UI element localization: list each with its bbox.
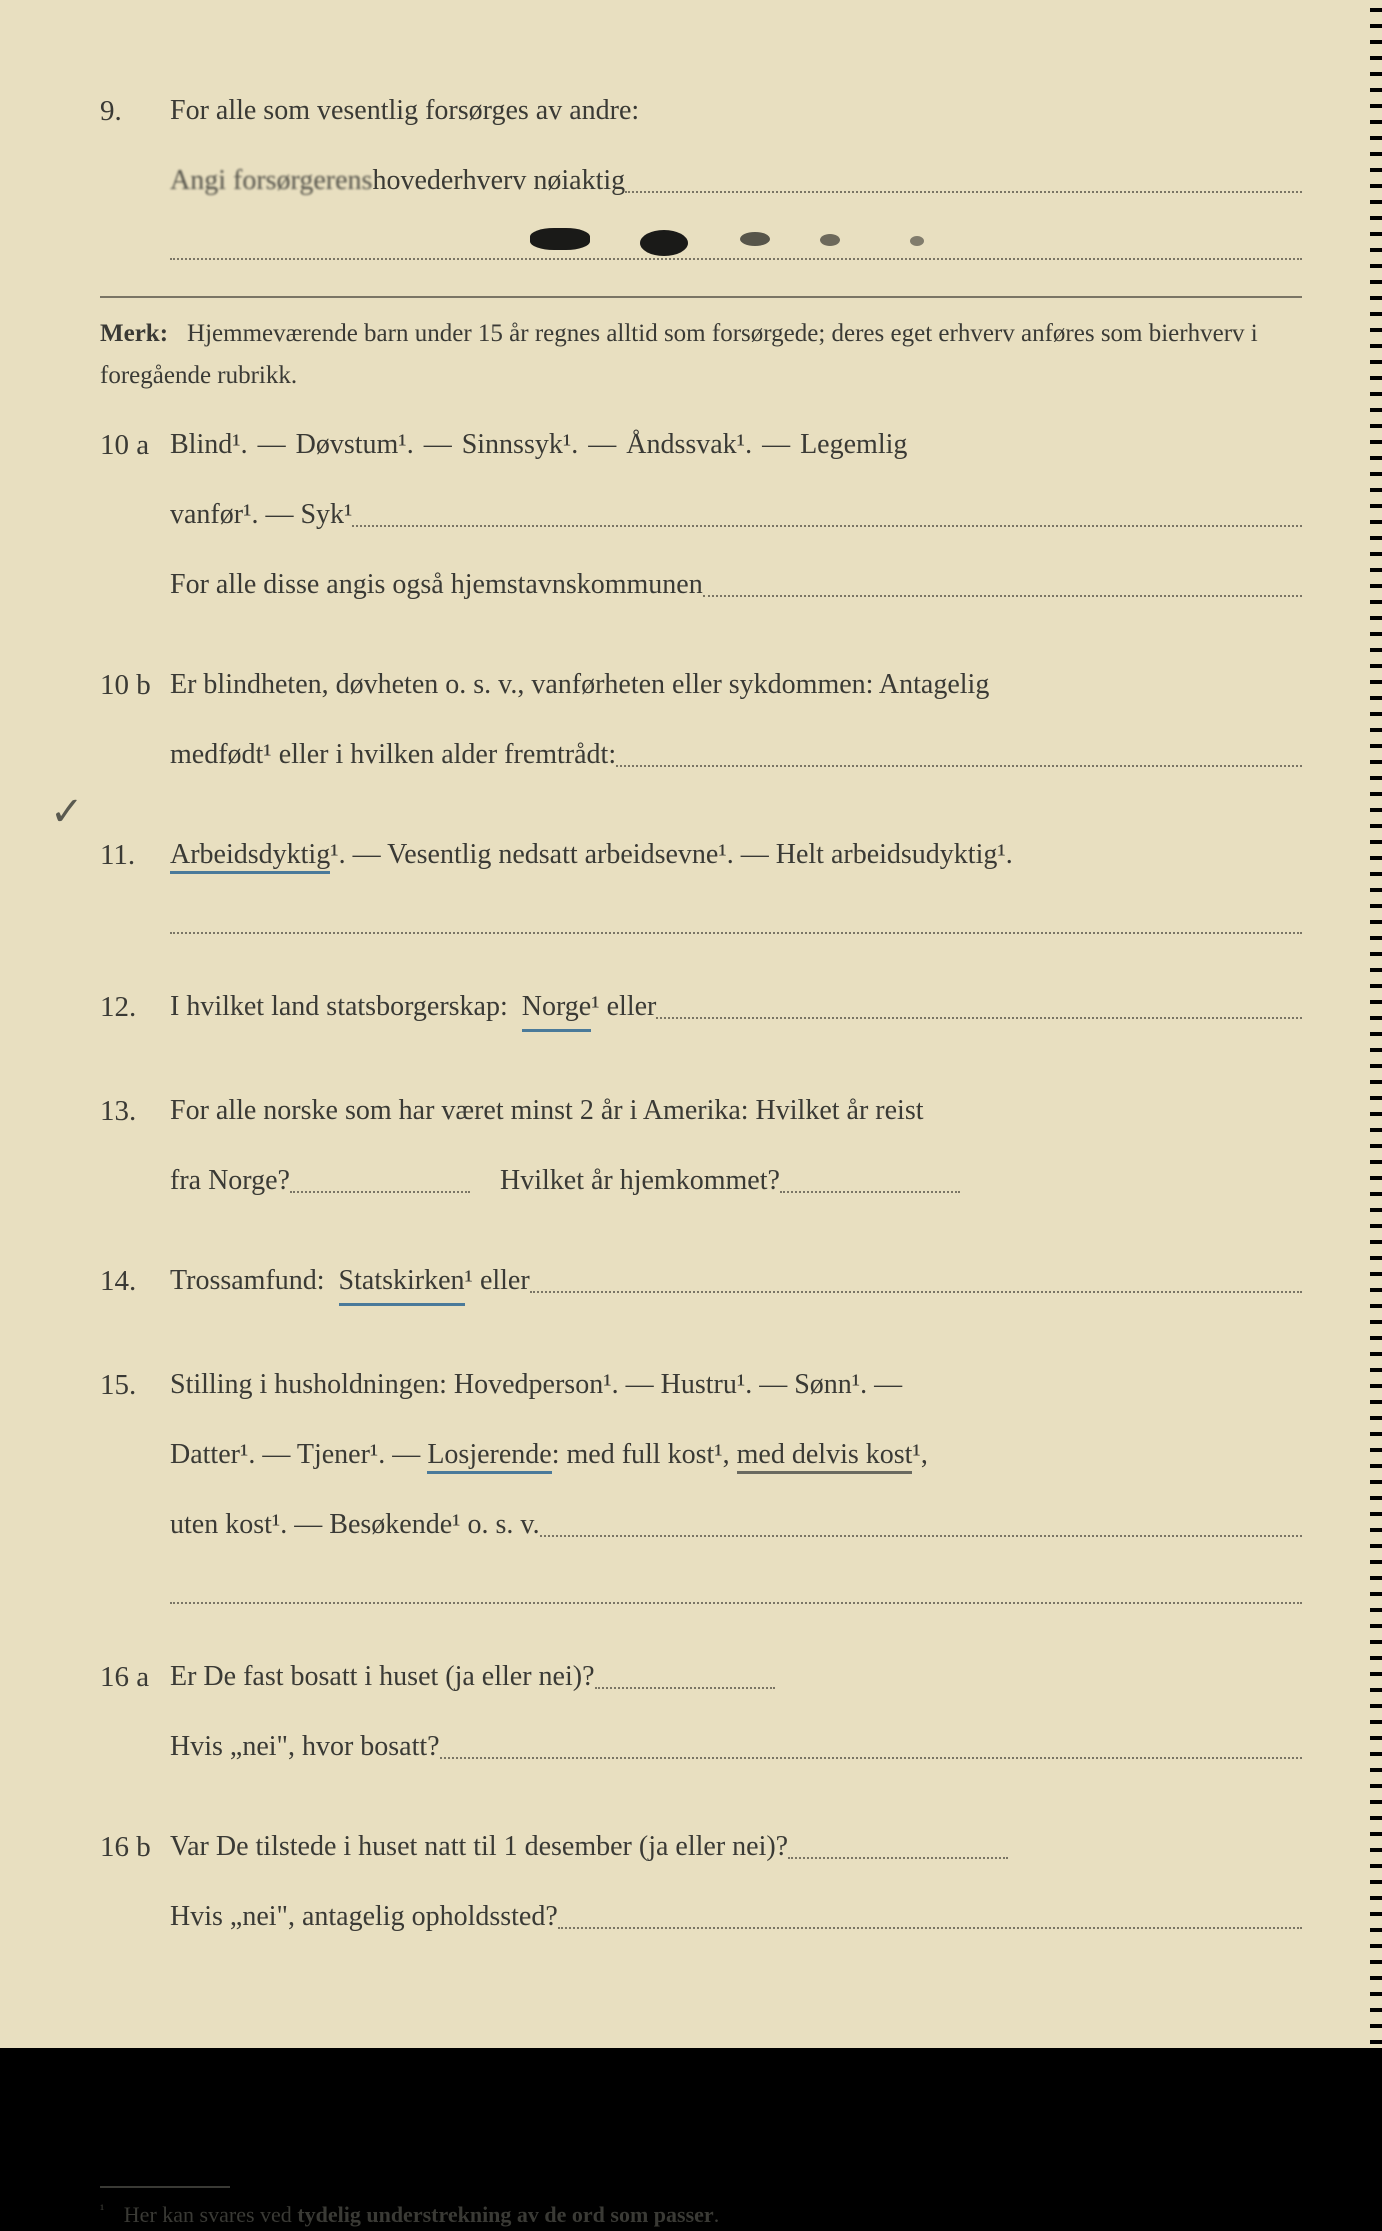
fill-line bbox=[788, 1826, 1008, 1859]
merk-note: Merk: Hjemmeværende barn under 15 år reg… bbox=[100, 296, 1302, 396]
q16b-line1: Var De tilstede i huset natt til 1 desem… bbox=[170, 1826, 788, 1868]
ink-blot bbox=[740, 232, 770, 246]
q16a-body: Er De fast bosatt i huset (ja eller nei)… bbox=[170, 1656, 1302, 1796]
q10a-line3: For alle disse angis også hjemstavnskomm… bbox=[170, 564, 1302, 606]
q11-number: 11. bbox=[100, 834, 170, 878]
q9-line1: For alle som vesentlig forsørges av andr… bbox=[170, 90, 1302, 132]
q14-number: 14. bbox=[100, 1260, 170, 1304]
q11-answer-underlined: Arbeidsdyktig bbox=[170, 839, 330, 874]
merk-label: Merk: bbox=[100, 320, 168, 347]
ink-blot bbox=[640, 230, 688, 256]
question-10b: 10 b Er blindheten, døvheten o. s. v., v… bbox=[100, 664, 1302, 804]
question-13: 13. For alle norske som har været minst … bbox=[100, 1090, 1302, 1230]
q13-line1: For alle norske som har været minst 2 år… bbox=[170, 1090, 1302, 1132]
q9-body: For alle som vesentlig forsørges av andr… bbox=[170, 90, 1302, 266]
q10b-line2: medfødt¹ eller i hvilken alder fremtrådt… bbox=[170, 734, 1302, 776]
q11-rest: ¹. — Vesentlig nedsatt arbeidsevne¹. — H… bbox=[330, 839, 1013, 870]
q16a-number: 16 a bbox=[100, 1656, 170, 1700]
q9-smudged-text: Angi forsørgerens bbox=[170, 160, 372, 202]
ink-blot bbox=[530, 228, 590, 250]
q11-body: Arbeidsdyktig¹. — Vesentlig nedsatt arbe… bbox=[170, 834, 1302, 956]
q10a-line2: vanfør¹. — Syk¹ bbox=[170, 494, 1302, 536]
fill-line bbox=[170, 1574, 1302, 1604]
fill-line bbox=[780, 1160, 960, 1193]
q12-part1: I hvilket land statsborgerskap: bbox=[170, 986, 508, 1032]
q10a-number: 10 a bbox=[100, 424, 170, 468]
q10b-number: 10 b bbox=[100, 664, 170, 708]
q15-line1: Stilling i husholdningen: Hovedperson¹. … bbox=[170, 1364, 1302, 1406]
q13-number: 13. bbox=[100, 1090, 170, 1134]
q14-body: Trossamfund: Statskirken¹ eller bbox=[170, 1260, 1302, 1334]
merk-text: Hjemmeværende barn under 15 år regnes al… bbox=[100, 320, 1258, 389]
q15-body: Stilling i husholdningen: Hovedperson¹. … bbox=[170, 1364, 1302, 1626]
q10b-body: Er blindheten, døvheten o. s. v., vanfør… bbox=[170, 664, 1302, 804]
q16b-body: Var De tilstede i huset natt til 1 desem… bbox=[170, 1826, 1302, 1966]
q12-part3: ¹ eller bbox=[591, 986, 656, 1032]
footnote-marker: ¹ bbox=[100, 2202, 104, 2218]
question-14: 14. Trossamfund: Statskirken¹ eller bbox=[100, 1260, 1302, 1334]
q16b-line2: Hvis „nei", antagelig opholdssted? bbox=[170, 1896, 558, 1938]
fill-line bbox=[616, 734, 1302, 767]
q16a-line2: Hvis „nei", hvor bosatt? bbox=[170, 1726, 440, 1768]
fill-line bbox=[595, 1656, 775, 1689]
q13-body: For alle norske som har været minst 2 år… bbox=[170, 1090, 1302, 1230]
q10a-line1: Blind¹. — Døvstum¹. — Sinnssyk¹. — Åndss… bbox=[170, 424, 1302, 466]
q15-losjerende-underlined: Losjerende bbox=[427, 1439, 551, 1474]
q10b-line1: Er blindheten, døvheten o. s. v., vanfør… bbox=[170, 664, 1302, 706]
q16a-line1: Er De fast bosatt i huset (ja eller nei)… bbox=[170, 1656, 595, 1698]
question-16b: 16 b Var De tilstede i huset natt til 1 … bbox=[100, 1826, 1302, 1966]
q12-answer-underlined: Norge bbox=[522, 986, 591, 1032]
fill-line bbox=[440, 1726, 1302, 1759]
fill-line bbox=[558, 1896, 1302, 1929]
fill-line bbox=[530, 1260, 1302, 1293]
q14-answer-underlined: Statskirken bbox=[339, 1260, 465, 1306]
q9-number: 9. bbox=[100, 90, 170, 134]
q9-line2b: hovederhverv nøiaktig bbox=[372, 160, 625, 202]
q13-line2b: Hvilket år hjemkommet? bbox=[500, 1160, 780, 1202]
q14-part1: Trossamfund: bbox=[170, 1260, 325, 1306]
fill-line bbox=[290, 1160, 470, 1193]
question-9: 9. For alle som vesentlig forsørges av a… bbox=[100, 90, 1302, 266]
fill-line bbox=[352, 494, 1302, 527]
q15-number: 15. bbox=[100, 1364, 170, 1408]
question-11: 11. Arbeidsdyktig¹. — Vesentlig nedsatt … bbox=[100, 834, 1302, 956]
question-15: 15. Stilling i husholdningen: Hovedperso… bbox=[100, 1364, 1302, 1626]
fill-line bbox=[170, 904, 1302, 934]
fill-line bbox=[625, 160, 1302, 193]
q12-number: 12. bbox=[100, 986, 170, 1030]
fill-line bbox=[540, 1504, 1302, 1537]
ink-blot bbox=[910, 236, 924, 246]
fill-line bbox=[170, 230, 1302, 260]
q14-part3: ¹ eller bbox=[465, 1260, 530, 1306]
q9-line2: Angi forsørgerens hovederhverv nøiaktig bbox=[170, 160, 1302, 202]
question-12: 12. I hvilket land statsborgerskap: Norg… bbox=[100, 986, 1302, 1060]
pencil-checkmark: ✓ bbox=[50, 782, 84, 842]
document-page: ✓ 9. For alle som vesentlig forsørges av… bbox=[0, 0, 1382, 2048]
q15-line2: Datter¹. — Tjener¹. — Losjerende: med fu… bbox=[170, 1434, 1302, 1476]
q16b-number: 16 b bbox=[100, 1826, 170, 1870]
q15-line3: uten kost¹. — Besøkende¹ o. s. v. bbox=[170, 1504, 540, 1546]
fill-line bbox=[656, 986, 1302, 1019]
fill-line bbox=[703, 564, 1302, 597]
q10a-body: Blind¹. — Døvstum¹. — Sinnssyk¹. — Åndss… bbox=[170, 424, 1302, 634]
footnote: ¹ Her kan svares ved tydelig understrekn… bbox=[100, 2188, 1302, 2231]
q13-line2a: fra Norge? bbox=[170, 1160, 290, 1202]
question-10a: 10 a Blind¹. — Døvstum¹. — Sinnssyk¹. — … bbox=[100, 424, 1302, 634]
footnote-text: Her kan svares ved tydelig understreknin… bbox=[124, 2202, 719, 2227]
question-16a: 16 a Er De fast bosatt i huset (ja eller… bbox=[100, 1656, 1302, 1796]
ink-blot bbox=[820, 234, 840, 246]
q12-body: I hvilket land statsborgerskap: Norge¹ e… bbox=[170, 986, 1302, 1060]
q15-delvis-kost-underlined: med delvis kost bbox=[737, 1439, 913, 1474]
